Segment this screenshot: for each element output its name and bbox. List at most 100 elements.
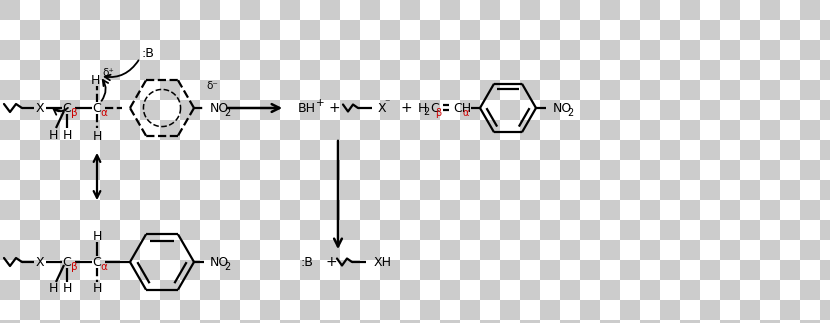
Bar [20,120,40,140]
Bar [200,80,220,100]
Bar [460,140,480,160]
Bar [620,60,640,80]
Bar [40,260,60,280]
Bar [520,140,540,160]
Bar [120,260,140,280]
Bar [720,260,740,280]
Bar [420,160,440,180]
Bar [340,60,360,80]
Bar [200,260,220,280]
Bar [240,60,260,80]
Bar [720,240,740,260]
Bar [640,300,660,320]
Bar [720,80,740,100]
Bar [800,240,820,260]
Bar [700,100,720,120]
Bar [220,180,240,200]
Bar [800,180,820,200]
Bar [80,180,100,200]
Bar [540,140,560,160]
Bar [460,20,480,40]
Bar [300,240,320,260]
Bar [180,160,200,180]
Bar [0,320,20,323]
Bar [20,100,40,120]
Bar [480,80,500,100]
Text: 2: 2 [422,107,429,117]
Bar [480,200,500,220]
Bar [800,60,820,80]
Bar [740,40,760,60]
Bar [200,20,220,40]
Bar [0,220,20,240]
Bar [620,140,640,160]
Bar [220,20,240,40]
Bar [580,20,600,40]
Bar [820,300,830,320]
Bar [280,320,300,323]
Bar [240,200,260,220]
Bar [140,220,160,240]
Bar [20,160,40,180]
Bar [740,0,760,20]
Bar [460,300,480,320]
Bar [420,60,440,80]
Bar [300,20,320,40]
Bar [780,100,800,120]
Bar [500,140,520,160]
Bar [200,180,220,200]
Bar [380,120,400,140]
Bar [680,80,700,100]
Bar [340,200,360,220]
Bar [320,180,340,200]
Bar [360,120,380,140]
Bar [20,40,40,60]
Bar [140,160,160,180]
Bar [460,320,480,323]
Bar [680,140,700,160]
Text: C: C [93,255,101,268]
Bar [460,160,480,180]
Bar [620,220,640,240]
Bar [540,200,560,220]
Bar [80,240,100,260]
Bar [160,80,180,100]
Bar [700,180,720,200]
Bar [380,240,400,260]
Bar [520,0,540,20]
Bar [180,0,200,20]
Bar [380,180,400,200]
Text: C: C [93,101,101,114]
Bar [760,280,780,300]
Bar [420,100,440,120]
Bar [180,80,200,100]
Bar [240,120,260,140]
Bar [780,180,800,200]
Bar [280,40,300,60]
Bar [600,120,620,140]
Bar [240,140,260,160]
Text: β: β [435,108,441,118]
Bar [220,300,240,320]
Bar [680,320,700,323]
Bar [60,260,80,280]
Bar [100,300,120,320]
Bar [580,240,600,260]
Bar [760,200,780,220]
Bar [460,60,480,80]
Bar [740,300,760,320]
Bar [200,140,220,160]
Bar [80,20,100,40]
Bar [160,140,180,160]
Bar [580,260,600,280]
Bar [720,0,740,20]
Bar [720,100,740,120]
Bar [140,200,160,220]
Bar [540,240,560,260]
Text: ⁻: ⁻ [384,98,390,108]
Bar [360,20,380,40]
Bar [280,100,300,120]
Bar [120,100,140,120]
Bar [740,260,760,280]
Bar [440,20,460,40]
